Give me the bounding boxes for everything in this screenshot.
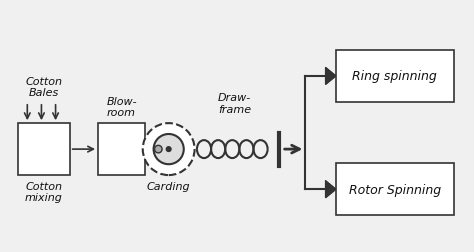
FancyBboxPatch shape [336, 51, 454, 103]
Text: Ring spinning: Ring spinning [353, 70, 437, 83]
Circle shape [155, 146, 162, 153]
FancyBboxPatch shape [98, 124, 145, 175]
FancyBboxPatch shape [336, 164, 454, 215]
Circle shape [154, 135, 184, 165]
FancyBboxPatch shape [18, 124, 70, 175]
Text: Blow-
room: Blow- room [106, 97, 137, 118]
Circle shape [143, 124, 195, 175]
Polygon shape [326, 68, 336, 85]
Text: Cotton
mixing: Cotton mixing [25, 181, 63, 203]
Text: Cotton
Bales: Cotton Bales [25, 76, 62, 98]
Text: Rotor Spinning: Rotor Spinning [349, 183, 441, 196]
Text: Carding: Carding [147, 181, 191, 191]
Circle shape [166, 147, 171, 152]
Text: Draw-
frame: Draw- frame [218, 93, 251, 114]
Polygon shape [326, 181, 336, 198]
